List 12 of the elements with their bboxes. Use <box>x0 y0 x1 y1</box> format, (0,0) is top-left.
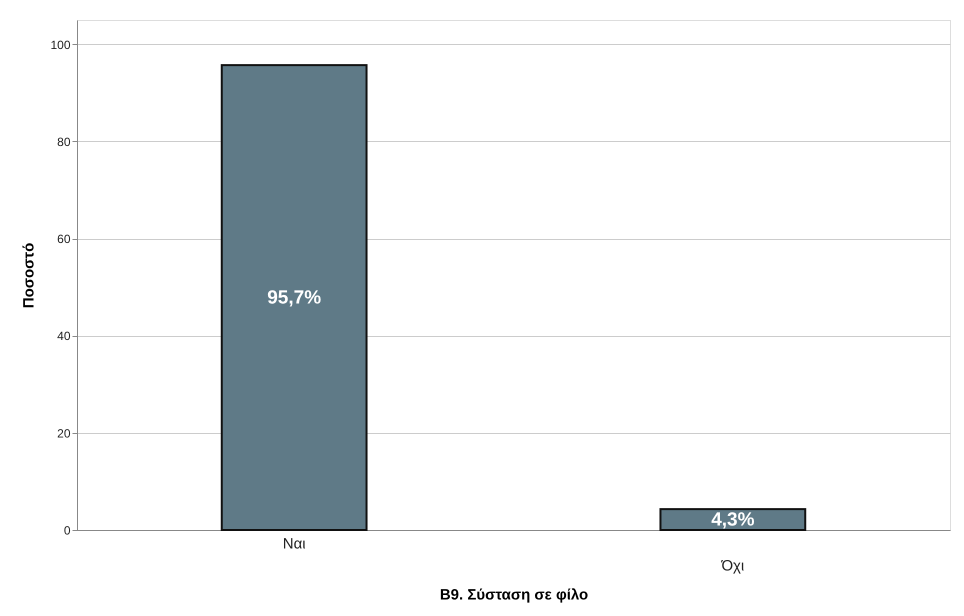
x-axis-title: B9. Σύσταση σε φίλο <box>440 586 588 604</box>
y-tick-label: 20 <box>57 426 71 440</box>
y-tick-label: 60 <box>57 232 71 246</box>
x-tick-label: Όχι <box>720 558 744 574</box>
y-axis-title: Ποσοστό <box>20 242 38 308</box>
data-label: 95,7% <box>267 288 322 309</box>
data-label: 4,3% <box>711 510 755 531</box>
y-tick-label: 100 <box>50 38 71 52</box>
y-tick-label: 0 <box>64 524 71 538</box>
y-tick-label: 80 <box>57 134 71 149</box>
x-tick-label: Ναι <box>282 536 306 552</box>
y-tick-label: 40 <box>57 329 71 344</box>
